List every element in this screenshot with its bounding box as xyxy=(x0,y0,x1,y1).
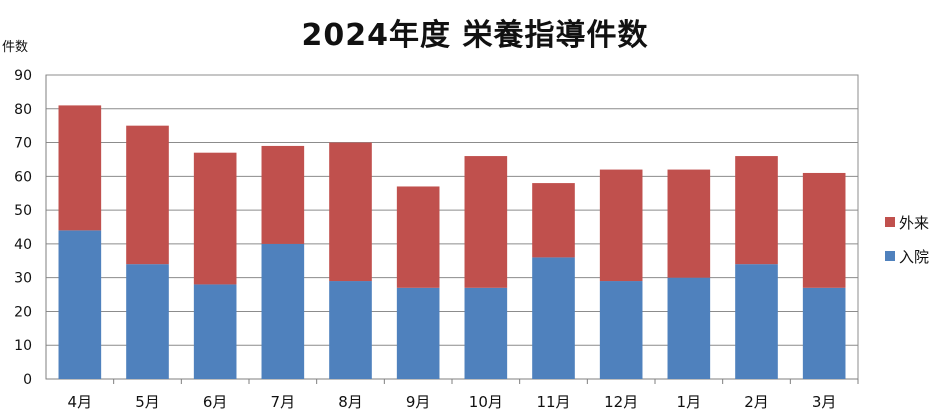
bar-segment-inpatient xyxy=(599,281,643,379)
x-tick-label: 5月 xyxy=(135,393,160,411)
x-tick-label: 1月 xyxy=(677,393,702,411)
bar-segment-outpatient xyxy=(464,156,508,288)
bar-segment-inpatient xyxy=(261,243,305,379)
y-tick-label: 70 xyxy=(14,136,32,152)
y-tick-label: 50 xyxy=(14,203,32,219)
bar-segment-inpatient xyxy=(126,264,169,379)
bar-segment-outpatient xyxy=(329,142,372,282)
bar-segment-outpatient xyxy=(735,156,778,265)
y-axis-label: 件数 xyxy=(2,40,29,55)
legend-swatch-inpatient xyxy=(885,251,895,261)
y-tick-label: 20 xyxy=(14,304,32,320)
bar-segment-inpatient xyxy=(667,277,711,379)
y-tick-label: 40 xyxy=(14,237,32,253)
y-tick-label: 10 xyxy=(14,338,32,354)
x-tick-label: 12月 xyxy=(604,393,638,411)
bar-segment-outpatient xyxy=(261,145,305,244)
x-tick-label: 4月 xyxy=(68,393,93,411)
bar-segment-inpatient xyxy=(193,284,237,379)
x-tick-label: 8月 xyxy=(338,393,363,411)
x-tick-label: 11月 xyxy=(536,393,570,411)
y-tick-label: 80 xyxy=(14,102,32,118)
bar-segment-inpatient xyxy=(329,281,372,379)
bar-segment-outpatient xyxy=(667,169,711,278)
bar-segment-inpatient xyxy=(58,230,102,379)
y-tick-label: 60 xyxy=(14,169,32,185)
bar-segment-outpatient xyxy=(532,183,575,258)
x-tick-label: 6月 xyxy=(203,393,228,411)
x-tick-label: 7月 xyxy=(271,393,296,411)
bar-segment-outpatient xyxy=(58,105,102,231)
bar-segment-inpatient xyxy=(532,257,575,379)
y-tick-label: 90 xyxy=(14,68,32,84)
bar-segment-outpatient xyxy=(802,172,846,288)
bar-segment-inpatient xyxy=(735,264,778,379)
bar-segment-inpatient xyxy=(802,287,846,379)
legend-label-inpatient: 入院 xyxy=(899,247,930,266)
legend-label-outpatient: 外来 xyxy=(899,213,930,232)
y-tick-label: 30 xyxy=(14,271,32,287)
legend-item-outpatient: 外来 xyxy=(885,211,929,233)
chart-title: 2024年度 栄養指導件数 xyxy=(301,18,649,53)
x-tick-label: 2月 xyxy=(744,393,769,411)
legend-item-inpatient: 入院 xyxy=(885,245,929,267)
legend-swatch-outpatient xyxy=(885,217,895,227)
x-tick-label: 10月 xyxy=(469,393,503,411)
bar-segment-inpatient xyxy=(396,287,440,379)
bar-segment-outpatient xyxy=(396,186,440,288)
bar-segment-outpatient xyxy=(193,152,237,285)
y-tick-label: 0 xyxy=(23,372,32,388)
bar-segment-inpatient xyxy=(464,287,508,379)
bar-segment-outpatient xyxy=(599,169,643,282)
bar-segment-outpatient xyxy=(126,125,169,265)
legend: 外来 入院 xyxy=(885,211,929,279)
x-tick-label: 9月 xyxy=(406,393,431,411)
x-tick-label: 3月 xyxy=(812,393,837,411)
